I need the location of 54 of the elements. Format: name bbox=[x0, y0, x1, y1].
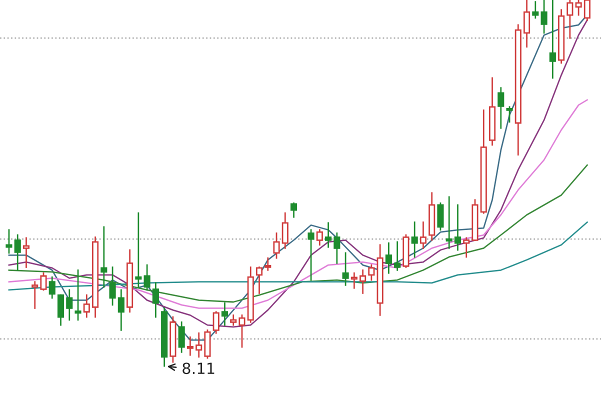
candlestick bbox=[186, 336, 194, 356]
candlestick bbox=[360, 269, 366, 294]
candlestick bbox=[40, 272, 47, 291]
candlestick bbox=[394, 241, 401, 271]
candlestick bbox=[14, 234, 21, 271]
candlestick bbox=[506, 106, 513, 123]
candlestick bbox=[549, 0, 556, 79]
candlestick bbox=[282, 212, 288, 249]
candlestick bbox=[523, 0, 530, 48]
candlestick bbox=[230, 314, 237, 326]
candlestick bbox=[273, 232, 280, 259]
candlestick bbox=[256, 266, 263, 294]
candlestick bbox=[308, 229, 314, 281]
candlestick bbox=[325, 222, 332, 248]
candlestick bbox=[498, 87, 504, 129]
annotation: 8.11 bbox=[182, 362, 214, 374]
candlestick bbox=[575, 0, 582, 16]
candlestick bbox=[238, 314, 246, 348]
candlestick bbox=[83, 294, 90, 318]
candlestick bbox=[100, 226, 108, 288]
candlestick bbox=[584, 0, 590, 21]
candlestick bbox=[446, 196, 452, 249]
candlestick bbox=[385, 242, 392, 274]
candlestick bbox=[74, 269, 82, 321]
candlestick bbox=[22, 237, 30, 268]
candlestick bbox=[178, 321, 185, 353]
candlestick bbox=[540, 0, 548, 34]
candlestick bbox=[6, 229, 12, 254]
candlestick bbox=[368, 264, 375, 281]
candlestick bbox=[212, 311, 220, 334]
candlestick bbox=[316, 229, 323, 246]
candlestick bbox=[342, 252, 349, 286]
candlestick bbox=[196, 332, 202, 358]
candlestick bbox=[420, 222, 427, 249]
candlestick bbox=[454, 204, 462, 251]
candlestick bbox=[221, 302, 228, 326]
candlestick bbox=[152, 282, 159, 318]
candlestick bbox=[350, 272, 358, 289]
candlestick bbox=[57, 294, 64, 326]
candlestick bbox=[290, 202, 298, 218]
candlestick bbox=[135, 212, 142, 288]
candlestick bbox=[109, 266, 116, 306]
candlestick bbox=[144, 264, 150, 291]
candlestick bbox=[118, 289, 124, 331]
candlestick bbox=[32, 281, 38, 309]
candlestick bbox=[264, 257, 272, 271]
candlestick bbox=[463, 237, 470, 258]
candlestick bbox=[48, 276, 56, 299]
candlestick bbox=[411, 222, 418, 258]
candlestick bbox=[437, 202, 444, 231]
candlestick bbox=[334, 232, 340, 264]
candlestick bbox=[66, 289, 73, 321]
candlestick bbox=[566, 0, 574, 39]
candlestick bbox=[532, 1, 539, 19]
